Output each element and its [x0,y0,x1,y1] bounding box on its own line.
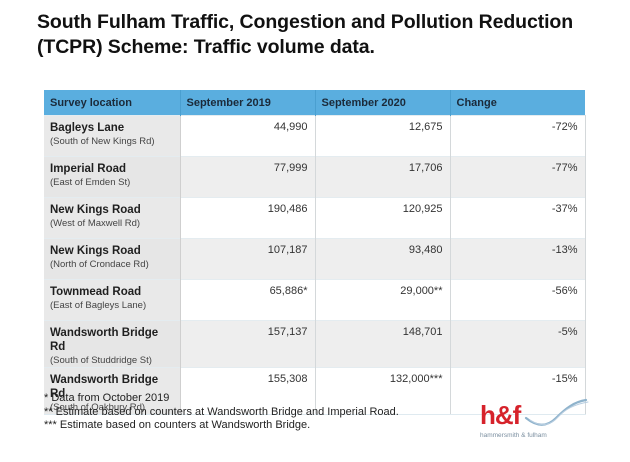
location-name: Wandsworth Bridge Rd [50,327,159,353]
header-change: Change [450,90,585,116]
location-detail: (South of New Kings Rd) [50,136,155,147]
sep2020-value: 120,925 [315,197,451,239]
location-cell: Wandsworth Bridge Rd (South of Studdridg… [44,320,181,368]
sep2020-value: 132,000*** [315,367,451,415]
hf-logo: h&f hammersmith & fulham [476,396,596,448]
table-row: Wandsworth Bridge Rd (South of Studdridg… [44,320,586,368]
sep2019-value: 77,999 [180,156,316,198]
footnote-2: ** Estimate based on counters at Wandswo… [44,405,399,418]
change-value: -72% [450,115,586,157]
change-value: -37% [450,197,586,239]
sep2020-value: 17,706 [315,156,451,198]
sep2020-value: 12,675 [315,115,451,157]
change-value: -77% [450,156,586,198]
location-name: Wandsworth Bridge Rd [50,374,159,400]
location-cell: New Kings Road (North of Crondace Rd) [44,238,181,280]
change-value: -56% [450,279,586,321]
table-row: New Kings Road (West of Maxwell Rd) 190,… [44,197,586,239]
table-row: Imperial Road (East of Emden St) 77,999 … [44,156,586,198]
sep2020-value: 29,000** [315,279,451,321]
location-name: Imperial Road [50,163,127,175]
logo-wordmark: hammersmith & fulham [480,432,547,439]
sep2019-value: 44,990 [180,115,316,157]
change-value: -15% [450,367,586,415]
location-cell: Wandsworth Bridge Rd (South of Oakbury R… [44,367,181,415]
location-detail: (North of Crondace Rd) [50,259,149,270]
change-value: -13% [450,238,586,280]
header-september-2020: September 2020 [315,90,451,116]
location-detail: (South of Studdridge St) [50,355,152,366]
table-row: Wandsworth Bridge Rd (South of Oakbury R… [44,367,586,415]
location-cell: New Kings Road (West of Maxwell Rd) [44,197,181,239]
location-detail: (West of Maxwell Rd) [50,218,141,229]
footnote-3: *** Estimate based on counters at Wandsw… [44,419,311,431]
location-name: Townmead Road [50,286,142,298]
sep2019-value: 155,308 [180,367,316,415]
sep2019-value: 157,137 [180,320,316,368]
location-detail: (East of Emden St) [50,177,131,188]
sep2019-value: 65,886* [180,279,316,321]
location-name: New Kings Road [50,204,141,216]
logo-mark: h&f [480,400,521,430]
table-header-row: Survey location September 2019 September… [44,90,585,116]
traffic-volume-table: Survey location September 2019 September… [44,90,586,415]
location-cell: Bagleys Lane (South of New Kings Rd) [44,115,181,157]
sep2019-value: 190,486 [180,197,316,239]
sep2019-value: 107,187 [180,238,316,280]
sep2020-value: 93,480 [315,238,451,280]
header-september-2019: September 2019 [180,90,316,116]
footnote-1: * Data from October 2019 [44,392,170,404]
location-name: Bagleys Lane [50,122,125,134]
location-name: New Kings Road [50,245,141,257]
page-title: South Fulham Traffic, Congestion and Pol… [37,11,574,58]
location-cell: Imperial Road (East of Emden St) [44,156,181,198]
location-cell: Townmead Road (East of Bagleys Lane) [44,279,181,321]
header-survey-location: Survey location [44,90,181,116]
table-row: Townmead Road (East of Bagleys Lane) 65,… [44,279,586,321]
sep2020-value: 148,701 [315,320,451,368]
location-detail: (South of Oakbury Rd) [50,402,146,413]
footnotes: * Data from October 2019 ** Estimate bas… [44,392,399,433]
table-row: Bagleys Lane (South of New Kings Rd) 44,… [44,115,586,157]
change-value: -5% [450,320,586,368]
table-row: New Kings Road (North of Crondace Rd) 10… [44,238,586,280]
wave-swoosh-icon [524,398,589,426]
location-detail: (East of Bagleys Lane) [50,300,147,311]
